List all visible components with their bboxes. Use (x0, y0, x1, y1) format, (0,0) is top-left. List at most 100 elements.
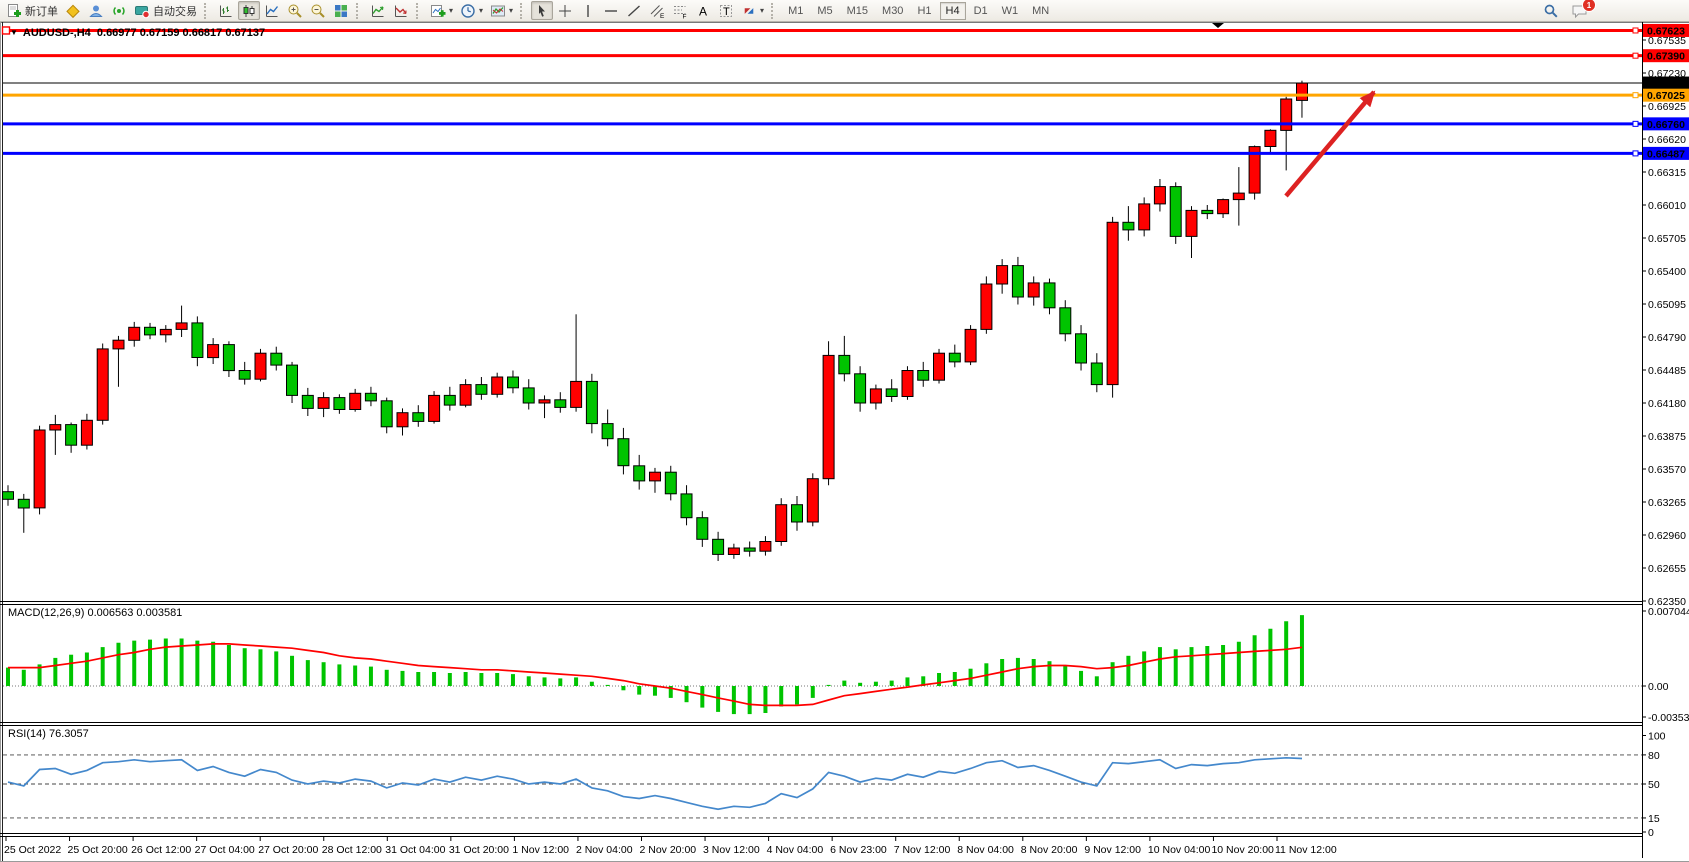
crosshair-button[interactable] (554, 1, 576, 20)
timeframe-mn-button[interactable]: MN (1026, 2, 1055, 20)
autotrading-label: 自动交易 (153, 5, 197, 18)
horizontal-line-button[interactable] (600, 1, 622, 20)
search-button[interactable] (1540, 1, 1562, 20)
candle (491, 376, 504, 395)
dropdown-caret: ▾ (760, 5, 765, 15)
line-handle[interactable] (1, 26, 11, 35)
candle (301, 394, 314, 409)
arrows-icon (741, 3, 757, 19)
candle (948, 352, 961, 363)
svg-text:0.62655: 0.62655 (1648, 563, 1686, 575)
time-axis[interactable]: 25 Oct 2022 25 Oct 20:00 26 Oct 12:00 27 Oc… (4, 837, 1337, 856)
candle (443, 394, 456, 406)
svg-text:0.65400: 0.65400 (1648, 266, 1686, 278)
templates-button[interactable]: ▾ (487, 1, 516, 20)
candle (1011, 265, 1024, 298)
candle (17, 498, 30, 509)
timeframe-m30-button[interactable]: M30 (876, 2, 909, 20)
svg-text:50: 50 (1648, 779, 1660, 791)
cursor-button[interactable] (531, 1, 554, 20)
fibonacci-button[interactable]: F (669, 1, 691, 20)
candle (1201, 209, 1214, 215)
svg-text:80: 80 (1648, 750, 1660, 762)
candle (680, 493, 693, 519)
svg-text:6 Nov 23:00: 6 Nov 23:00 (830, 844, 887, 856)
timeframe-d1-button[interactable]: D1 (968, 2, 994, 20)
vertical-line-button[interactable] (577, 1, 599, 20)
candle (128, 326, 141, 341)
line-handle[interactable] (1632, 150, 1639, 157)
timeframe-m1-button[interactable]: M1 (782, 2, 809, 20)
notification-badge: 1 (1582, 0, 1596, 12)
candle (222, 344, 235, 372)
equidistant-channel-button[interactable]: E (646, 1, 668, 20)
chart-candles-button[interactable] (238, 1, 260, 20)
svg-text:0.66925: 0.66925 (1648, 101, 1686, 113)
crosshair-icon (557, 3, 573, 19)
svg-text:15: 15 (1648, 813, 1660, 825)
trendline-button[interactable] (623, 1, 645, 20)
chart-bars-button[interactable] (215, 1, 237, 20)
candle (333, 397, 346, 411)
svg-text:0.63875: 0.63875 (1648, 431, 1686, 443)
indicators-button[interactable] (367, 1, 389, 20)
autotrading-button[interactable]: 自动交易 (131, 1, 200, 20)
candle (1027, 282, 1040, 298)
candle (759, 541, 772, 552)
new-order-button[interactable]: 新订单 (3, 1, 61, 20)
template-icon (490, 3, 506, 19)
notifications-button[interactable]: 1 (1568, 0, 1596, 20)
line-handle[interactable] (1632, 27, 1639, 34)
toolbar-group-handle (356, 2, 362, 19)
candle (1248, 146, 1261, 194)
candle (617, 438, 630, 467)
toolbar-group-handle (416, 2, 422, 19)
tile-windows-button[interactable] (330, 1, 352, 20)
svg-text:0.66010: 0.66010 (1648, 200, 1686, 212)
text-label-button[interactable]: T (715, 1, 737, 20)
svg-text:31 Oct 20:00: 31 Oct 20:00 (449, 844, 509, 856)
timeframe-w1-button[interactable]: W1 (996, 2, 1025, 20)
line-handle[interactable] (1632, 52, 1639, 59)
candle (207, 344, 220, 359)
candle (917, 370, 930, 381)
svg-text:0: 0 (1648, 827, 1654, 839)
candle (380, 400, 393, 428)
line-handle[interactable] (1632, 120, 1639, 127)
text-button[interactable]: A (692, 1, 714, 20)
line-chart-icon (264, 3, 280, 19)
zoom-in-button[interactable] (284, 1, 306, 20)
chart-canvas: 0.675350.672300.669250.666200.663150.660… (0, 22, 1689, 862)
mql5-community-button[interactable] (85, 1, 107, 20)
periods-button[interactable]: ▾ (457, 1, 486, 20)
candle (349, 392, 362, 410)
trend-arrow-object[interactable] (1284, 90, 1376, 198)
svg-text:9 Nov 12:00: 9 Nov 12:00 (1084, 844, 1141, 856)
signals-button[interactable] (108, 1, 130, 20)
candle (412, 412, 425, 422)
arrows-tool-button[interactable]: ▾ (738, 1, 767, 20)
vertical-line-icon (580, 3, 596, 19)
svg-text:0.67623: 0.67623 (1647, 25, 1685, 37)
timeframe-m5-button[interactable]: M5 (811, 2, 838, 20)
candle (1075, 333, 1087, 364)
candle (112, 339, 125, 350)
cursor-icon (534, 3, 550, 19)
candle (1280, 98, 1293, 131)
timeframe-h1-button[interactable]: H1 (911, 2, 937, 20)
svg-text:4 Nov 04:00: 4 Nov 04:00 (767, 844, 824, 856)
zoom-out-button[interactable] (307, 1, 329, 20)
channel-icon: E (649, 3, 665, 19)
svg-text:0.64485: 0.64485 (1648, 365, 1686, 377)
svg-text:0.66487: 0.66487 (1647, 148, 1685, 160)
metaeditor-button[interactable] (62, 1, 84, 20)
trendline-icon (626, 3, 642, 19)
objects-list-button[interactable] (390, 1, 412, 20)
timeframe-m15-button[interactable]: M15 (841, 2, 874, 20)
chart-shift-marker (1212, 23, 1224, 28)
line-handle[interactable] (1632, 92, 1639, 99)
timeframe-h4-button[interactable]: H4 (939, 1, 966, 20)
add-indicator-button[interactable]: ▾ (427, 1, 456, 20)
chart-line-button[interactable] (261, 1, 283, 20)
candles-layer (2, 80, 1308, 561)
